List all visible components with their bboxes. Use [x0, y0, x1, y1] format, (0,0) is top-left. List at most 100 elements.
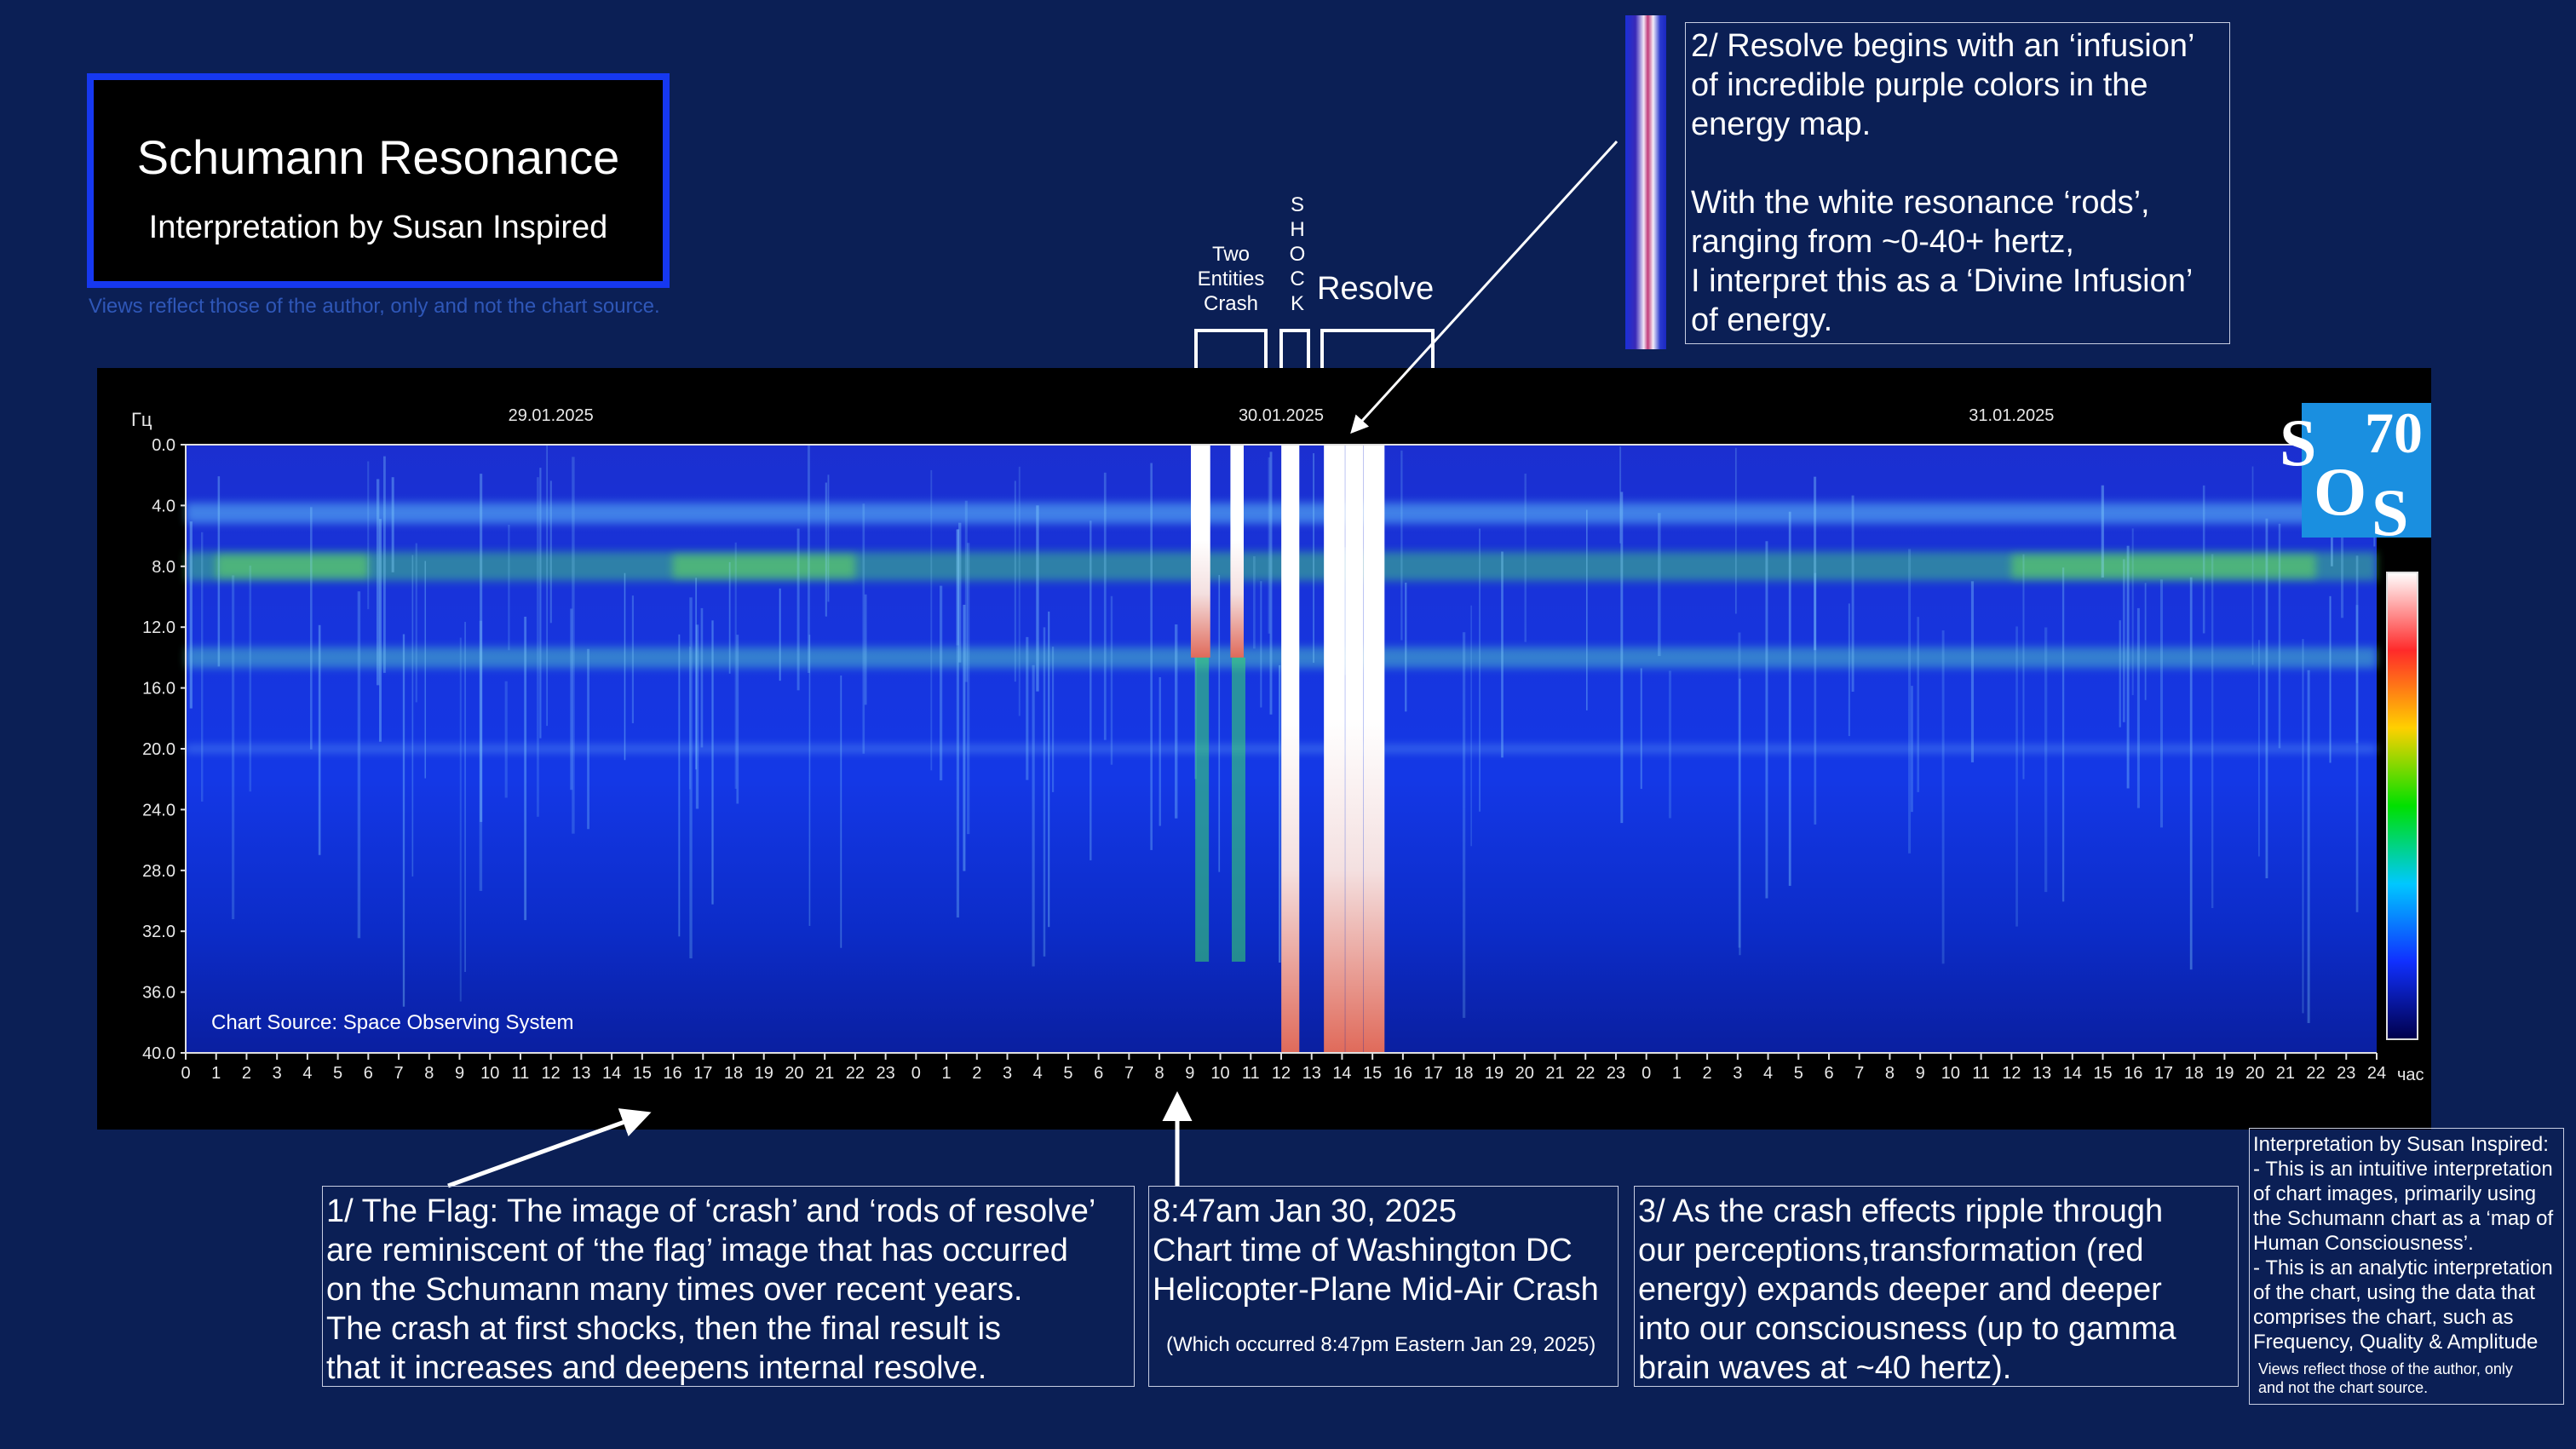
noise-streak [1848, 603, 1850, 737]
noise-streak [939, 585, 943, 781]
x-tick-label: 18 [2185, 1064, 2204, 1083]
x-tick-label: 16 [2124, 1064, 2142, 1083]
x-tick-label: 5 [333, 1064, 342, 1083]
noise-streak [424, 561, 426, 779]
noise-streak [1814, 476, 1817, 651]
band-highlight [672, 554, 855, 578]
annotation-flag: 1/ The Flag: The image of ‘crash’ and ‘r… [322, 1186, 1135, 1387]
logo-letter-o: O [2314, 455, 2367, 530]
shock-letter: O [1289, 243, 1306, 266]
noise-streak [217, 476, 221, 667]
noise-streak [201, 532, 204, 802]
noise-streak [2122, 559, 2125, 722]
y-tick-label: 8.0 [152, 558, 175, 577]
noise-streak [728, 561, 731, 674]
x-tick-label: 14 [602, 1064, 621, 1083]
rod-tail [1231, 657, 1245, 962]
noise-streak [1150, 463, 1153, 850]
x-tick-label: 6 [364, 1064, 373, 1083]
x-tick-label: 9 [1185, 1064, 1194, 1083]
x-tick-label: 2 [1703, 1064, 1712, 1083]
noise-streak [537, 477, 539, 817]
y-tick-label: 16.0 [142, 680, 175, 699]
annotation-flag-text: 1/ The Flag: The image of ‘crash’ and ‘r… [326, 1193, 1096, 1386]
x-tick-label: 8 [424, 1064, 434, 1083]
noise-streak [827, 474, 830, 602]
y-unit-label: Гц [131, 409, 152, 430]
noise-streak [956, 529, 959, 918]
y-tick-label: 4.0 [152, 497, 175, 515]
noise-streak [1585, 509, 1588, 710]
noise-streak [825, 482, 827, 617]
page-title: Schumann Resonance [136, 130, 620, 184]
x-tick-label: 7 [394, 1064, 403, 1083]
noise-streak [700, 607, 704, 748]
y-tick-label: 0.0 [152, 436, 175, 455]
shock-letter: H [1290, 218, 1305, 241]
sos-logo: S 70 O S [2280, 400, 2431, 549]
x-tick-label: 17 [693, 1064, 712, 1083]
x-tick-label: 10 [1941, 1064, 1960, 1083]
noise-streak [864, 594, 867, 705]
noise-streak [1479, 528, 1481, 812]
x-tick-label: 3 [273, 1064, 282, 1083]
shock-letter: K [1290, 292, 1304, 315]
x-unit-label: час [2397, 1066, 2424, 1084]
interpretation-note: Views reflect those of the author, only … [2258, 1360, 2513, 1396]
white-rod [1324, 445, 1337, 1053]
title-box: Schumann Resonance Interpretation by Sus… [87, 73, 670, 288]
noise-streak [1668, 670, 1671, 819]
noise-streak [310, 507, 313, 750]
date-labels: 29.01.2025 30.01.2025 31.01.2025 [509, 406, 2055, 425]
x-tick-label: 10 [480, 1064, 499, 1083]
annotation-ripple: 3/ As the crash effects ripple through o… [1634, 1186, 2239, 1387]
y-tick-label: 40.0 [142, 1044, 175, 1063]
y-tick-label: 28.0 [142, 862, 175, 881]
x-tick-label: 4 [1033, 1064, 1043, 1083]
x-tick-label: 12 [2002, 1064, 2021, 1083]
noise-streak [2278, 523, 2281, 749]
x-tick-label: 8 [1885, 1064, 1895, 1083]
noise-streak [2015, 626, 2018, 927]
x-tick-label: 21 [815, 1064, 834, 1083]
noise-streak [1269, 451, 1273, 715]
x-tick-label: 3 [1003, 1064, 1012, 1083]
noise-streak [695, 624, 699, 809]
noise-streak [2044, 627, 2048, 893]
noise-streak [539, 468, 542, 739]
x-tick-label: 20 [785, 1064, 803, 1083]
noise-streak [1917, 617, 1920, 792]
x-tick-label: 12 [542, 1064, 561, 1083]
noise-streak [2355, 555, 2359, 912]
page-subtitle: Interpretation by Susan Inspired [148, 210, 608, 245]
x-tick-label: 1 [1672, 1064, 1682, 1083]
noise-streak [736, 635, 739, 804]
noise-streak [1470, 605, 1473, 847]
x-tick-label: 12 [1272, 1064, 1291, 1083]
x-tick-label: 16 [1394, 1064, 1412, 1083]
annotation-crash-time-note: (Which occurred 8:47pm Eastern Jan 29, 2… [1166, 1333, 1596, 1356]
noise-streak [1026, 636, 1029, 780]
spectrogram-crop-image [1625, 15, 1666, 349]
noise-streak [1268, 457, 1271, 634]
noise-streak [1043, 627, 1046, 957]
noise-streak [2329, 595, 2332, 763]
noise-streak [2258, 640, 2260, 857]
y-tick-label: 20.0 [142, 740, 175, 759]
white-rod [1332, 445, 1345, 1053]
noise-streak [2251, 466, 2254, 665]
bracket-crash [1194, 329, 1268, 368]
x-tick-label: 20 [1515, 1064, 1534, 1083]
spectrogram-chart: 0.0 4.0 8.0 12.0 16.0 20.0 24.0 28.0 32.0 36.0 40.… [97, 368, 2431, 1130]
bracket-shock [1279, 329, 1310, 368]
x-tick-label: 10 [1210, 1064, 1229, 1083]
noise-streak [357, 591, 361, 939]
noise-streak [249, 565, 252, 792]
noise-streak [779, 588, 781, 681]
x-tick-label: 18 [1454, 1064, 1473, 1083]
noise-streak [1851, 495, 1854, 693]
y-tick-label: 12.0 [142, 618, 175, 637]
noise-streak [2126, 545, 2130, 789]
x-tick-label: 0 [911, 1064, 921, 1083]
